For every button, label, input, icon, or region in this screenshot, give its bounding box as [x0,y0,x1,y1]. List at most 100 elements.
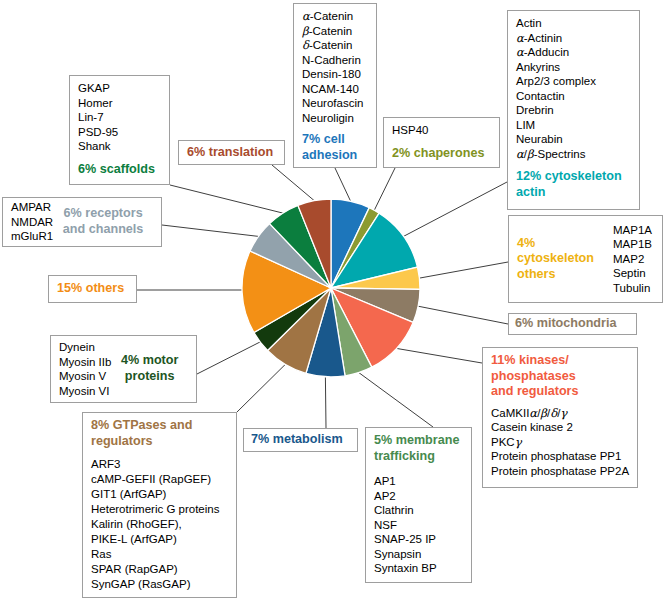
category-label-cyto_others: 4% cytoskeleton others [517,236,613,283]
protein-item: mGluR1 [11,229,53,244]
protein-list-actin: Actinα-Actininα-AdducinAnkyrinsArp2/3 co… [516,16,631,161]
category-box-translation: 6% translation [178,140,285,165]
protein-item: α/β-Spectrins [516,147,631,162]
protein-item: α-Catenin [302,9,368,24]
protein-item: AMPAR [11,200,53,215]
protein-item: Contactin [516,89,631,104]
protein-item: Myosin IIb [59,355,111,370]
protein-item: Myosin VI [59,384,111,399]
protein-item: GIT1 (ArfGAP) [91,487,228,502]
protein-item: Neuroligin [302,111,368,126]
leader-line-scaffolds [170,185,283,213]
leader-line-cyto_others [420,262,509,278]
protein-list-chaperones: HSP40 [392,123,491,138]
protein-item: NCAM-140 [302,82,368,97]
protein-item: Synapsin [374,547,463,562]
protein-item: Drebrin [516,103,631,118]
protein-item: Dynein [59,340,111,355]
category-label-actin: 12% cytoskeleton actin [516,169,631,200]
protein-item: Kalirin (RhoGEF), [91,517,228,532]
protein-item: Tubulin [613,281,652,296]
protein-item: GKAP [78,81,161,96]
category-label-membrane: 5% membrane trafficking [374,433,463,464]
category-label-chaperones: 2% chaperones [392,146,491,162]
category-box-receptors: AMPARNMDARmGluR16% receptors and channel… [2,197,162,247]
protein-item: Densin-180 [302,67,368,82]
protein-list-kinases: CaMKIIα/β/δ/γCasein kinase 2PKCγProtein … [491,406,629,479]
protein-item: cAMP-GEFII (RapGEF) [91,472,228,487]
protein-item: PKCγ [491,435,629,450]
leader-line-metabolism [325,377,326,428]
category-box-motor: DyneinMyosin IIbMyosin VMyosin VI4% moto… [50,335,197,403]
leader-line-chaperones [374,168,395,210]
pie-figure: α-Cateninβ-Cateninδ-CateninN-CadherinDen… [0,0,664,600]
protein-item: Protein phosphatase PP2A [491,464,629,479]
category-label-adhesion: 7% cell adhesion [302,132,368,163]
protein-item: MAP2 [613,252,652,267]
category-box-mitochondria: 6% mitochondria [508,313,637,335]
protein-item: Neurabin [516,132,631,147]
protein-list-motor: DyneinMyosin IIbMyosin VMyosin VI [59,340,111,398]
protein-item: Septin [613,266,652,281]
category-box-kinases: 11% kinases/ phosphatases and regulators… [482,347,638,488]
protein-item: Ras [91,547,228,562]
category-label-motor: 4% motor proteins [111,353,188,384]
category-box-actin: Actinα-Actininα-AdducinAnkyrinsArp2/3 co… [507,10,640,210]
protein-item: NMDAR [11,215,53,230]
protein-item: Shank [78,139,161,154]
protein-item: HSP40 [392,123,491,138]
leader-line-motor [197,342,260,374]
protein-list-membrane: AP1AP2ClathrinNSFSNAP-25 IPSynapsinSynta… [374,474,463,576]
leader-line-membrane [359,373,433,427]
leader-line-gtpases [237,364,285,412]
protein-item: Heterotrimeric G proteins [91,502,228,517]
category-label-scaffolds: 6% scaffolds [78,162,161,178]
protein-item: LIM [516,118,631,133]
category-box-membrane: 5% membrane trafficking AP1AP2ClathrinNSF… [365,427,472,583]
category-label-others: 15% others [57,281,128,297]
leader-line-adhesion [335,168,351,201]
leader-line-actin [404,182,508,236]
protein-item: MAP1B [613,237,652,252]
leader-line-translation [272,165,314,201]
protein-item: NSF [374,518,463,533]
category-label-receptors: 6% receptors and channels [53,206,153,237]
category-label-metabolism: 7% metabolism [251,432,350,448]
protein-item: AP2 [374,489,463,504]
protein-item: Syntaxin BP [374,561,463,576]
protein-item: δ-Catenin [302,38,368,53]
leader-line-receptors [162,225,259,236]
category-label-kinases: 11% kinases/ phosphatases and regulators [491,353,629,400]
category-box-others: 15% others [48,275,137,303]
category-box-adhesion: α-Cateninβ-Cateninδ-CateninN-CadherinDen… [293,3,377,168]
protein-item: Arp2/3 complex [516,74,631,89]
protein-list-gtpases: ARF3cAMP-GEFII (RapGEF)GIT1 (ArfGAP)Hete… [91,457,228,592]
protein-item: MAP1A [613,223,652,238]
protein-item: Lin-7 [78,110,161,125]
protein-item: Actin [516,16,631,31]
protein-item: Neurofascin [302,96,368,111]
protein-item: PSD-95 [78,125,161,140]
category-box-cyto_others: 4% cytoskeleton othersMAP1AMAP1BMAP2Sept… [508,215,663,303]
category-box-scaffolds: GKAPHomerLin-7PSD-95Shank 6% scaffolds [69,75,170,185]
category-box-chaperones: HSP40 2% chaperones [383,117,500,168]
category-label-gtpases: 8% GTPases and regulators [91,418,228,449]
protein-item: SPAR (RapGAP) [91,562,228,577]
protein-item: PIKE-L (ArfGAP) [91,532,228,547]
protein-item: N-Cadherin [302,53,368,68]
protein-item: Homer [78,96,161,111]
protein-item: SynGAP (RasGAP) [91,577,228,592]
protein-item: Casein kinase 2 [491,420,629,435]
protein-list-adhesion: α-Cateninβ-Cateninδ-CateninN-CadherinDen… [302,9,368,125]
protein-item: CaMKIIα/β/δ/γ [491,406,629,421]
protein-item: α-Actinin [516,31,631,46]
protein-list-cyto_others: MAP1AMAP1BMAP2SeptinTubulin [613,223,652,296]
category-label-mitochondria: 6% mitochondria [515,316,630,332]
protein-item: β-Catenin [302,24,368,39]
protein-item: Ankyrins [516,60,631,75]
protein-item: AP1 [374,474,463,489]
category-box-gtpases: 8% GTPases and regulators ARF3cAMP-GEFII … [82,412,237,598]
protein-item: α-Adducin [516,45,631,60]
protein-item: Protein phosphatase PP1 [491,449,629,464]
protein-item: Clathrin [374,503,463,518]
